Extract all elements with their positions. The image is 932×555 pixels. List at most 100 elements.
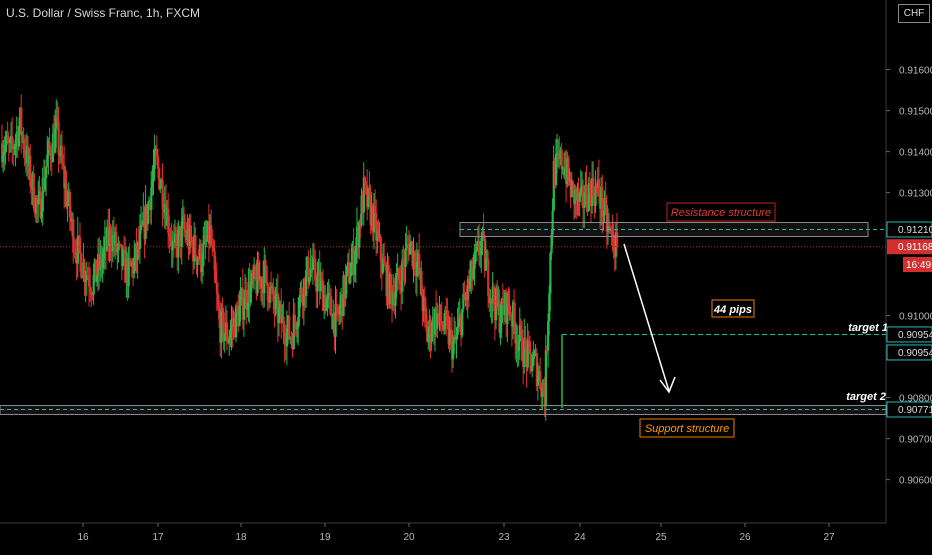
candle-body [359, 221, 362, 226]
candle-body [75, 254, 78, 264]
candle-body [4, 144, 7, 152]
candle-body [444, 310, 447, 329]
candle-body [171, 240, 174, 250]
candle-body [276, 293, 280, 324]
candle-body [117, 243, 120, 249]
candle-body [563, 168, 567, 176]
candle-body [405, 243, 408, 249]
candle-body [60, 145, 64, 163]
candle-body [41, 177, 44, 212]
candle-body [362, 177, 365, 213]
candle-body [445, 310, 448, 317]
candle-body [474, 251, 477, 253]
candle-body [322, 280, 325, 311]
candle-body [501, 298, 505, 305]
y-tick-label: 0.90700 [899, 435, 932, 446]
candle-body [99, 253, 102, 270]
candle-body [1, 143, 4, 162]
candle-body [357, 226, 360, 248]
candle-body [344, 276, 347, 299]
candle-body [297, 316, 300, 328]
candle-body [146, 204, 150, 225]
candle-body [435, 308, 438, 329]
candle-body [63, 165, 66, 189]
candle-body [578, 192, 581, 202]
candle-body [317, 269, 320, 276]
candle-body [14, 139, 17, 148]
candle-body [167, 208, 170, 233]
candle-body [542, 382, 545, 393]
candle-body [158, 168, 161, 190]
candle-body [454, 337, 457, 340]
candle-body [456, 326, 459, 335]
candle-body [565, 168, 568, 185]
candle-body [526, 339, 529, 368]
candle-body [576, 188, 579, 201]
candle-body [220, 309, 223, 343]
candle-body [190, 240, 194, 244]
candle-body [289, 337, 292, 339]
candle-body [281, 316, 284, 324]
candle-body [472, 269, 475, 279]
candle-body [38, 191, 41, 199]
candle-body [506, 293, 509, 325]
candle-body [300, 287, 303, 299]
candle-body [375, 213, 378, 241]
candle-body [524, 337, 527, 349]
candle-body [428, 319, 431, 334]
candle-body [483, 237, 486, 271]
candle-body [557, 153, 560, 155]
candle-body [272, 286, 275, 302]
candle-body [389, 274, 393, 290]
candle-body [518, 324, 521, 342]
candle-body [415, 261, 419, 277]
candle-body [273, 301, 276, 310]
x-tick-label: 17 [152, 532, 164, 543]
candle-body [424, 307, 428, 322]
candle-body [223, 333, 226, 342]
currency-button[interactable]: CHF [898, 4, 930, 23]
candle-body [413, 251, 416, 269]
candle-body [616, 232, 619, 247]
candle-body [240, 288, 243, 296]
candle-body [205, 239, 208, 242]
candle-body [101, 258, 104, 268]
candle-body [340, 294, 343, 305]
candle-body [519, 324, 523, 330]
support-price-tag: 0.90771 [898, 405, 932, 416]
candle-body [235, 305, 238, 338]
candle-body [337, 314, 341, 316]
candle-body [105, 237, 108, 251]
candle-body [45, 166, 48, 178]
candle-body [488, 295, 491, 304]
candle-body [264, 260, 267, 266]
candle-body [411, 241, 414, 266]
candle-body [19, 107, 22, 127]
candle-body [583, 205, 586, 209]
candle-body [83, 262, 86, 282]
candle-body [387, 264, 390, 305]
candle-body [446, 316, 449, 321]
candle-body [95, 275, 99, 282]
candle-body [334, 303, 337, 337]
candle-body [532, 355, 535, 366]
candle-body [499, 323, 502, 333]
candle-body [147, 200, 151, 205]
candle-body [484, 259, 488, 271]
candle-body [489, 298, 492, 304]
candle-body [407, 245, 411, 255]
candle-body [209, 225, 212, 244]
candle-body [192, 243, 195, 262]
candle-body [569, 178, 572, 198]
candle-body [452, 341, 455, 360]
candle-body [119, 244, 122, 246]
candle-body [62, 162, 65, 166]
candle-body [50, 159, 53, 162]
candle-body [379, 236, 382, 262]
candle-body [543, 392, 546, 407]
candle-body [89, 286, 92, 292]
candle-body [438, 305, 441, 317]
target2-label: target 2 [846, 391, 886, 403]
candle-body [149, 200, 152, 210]
